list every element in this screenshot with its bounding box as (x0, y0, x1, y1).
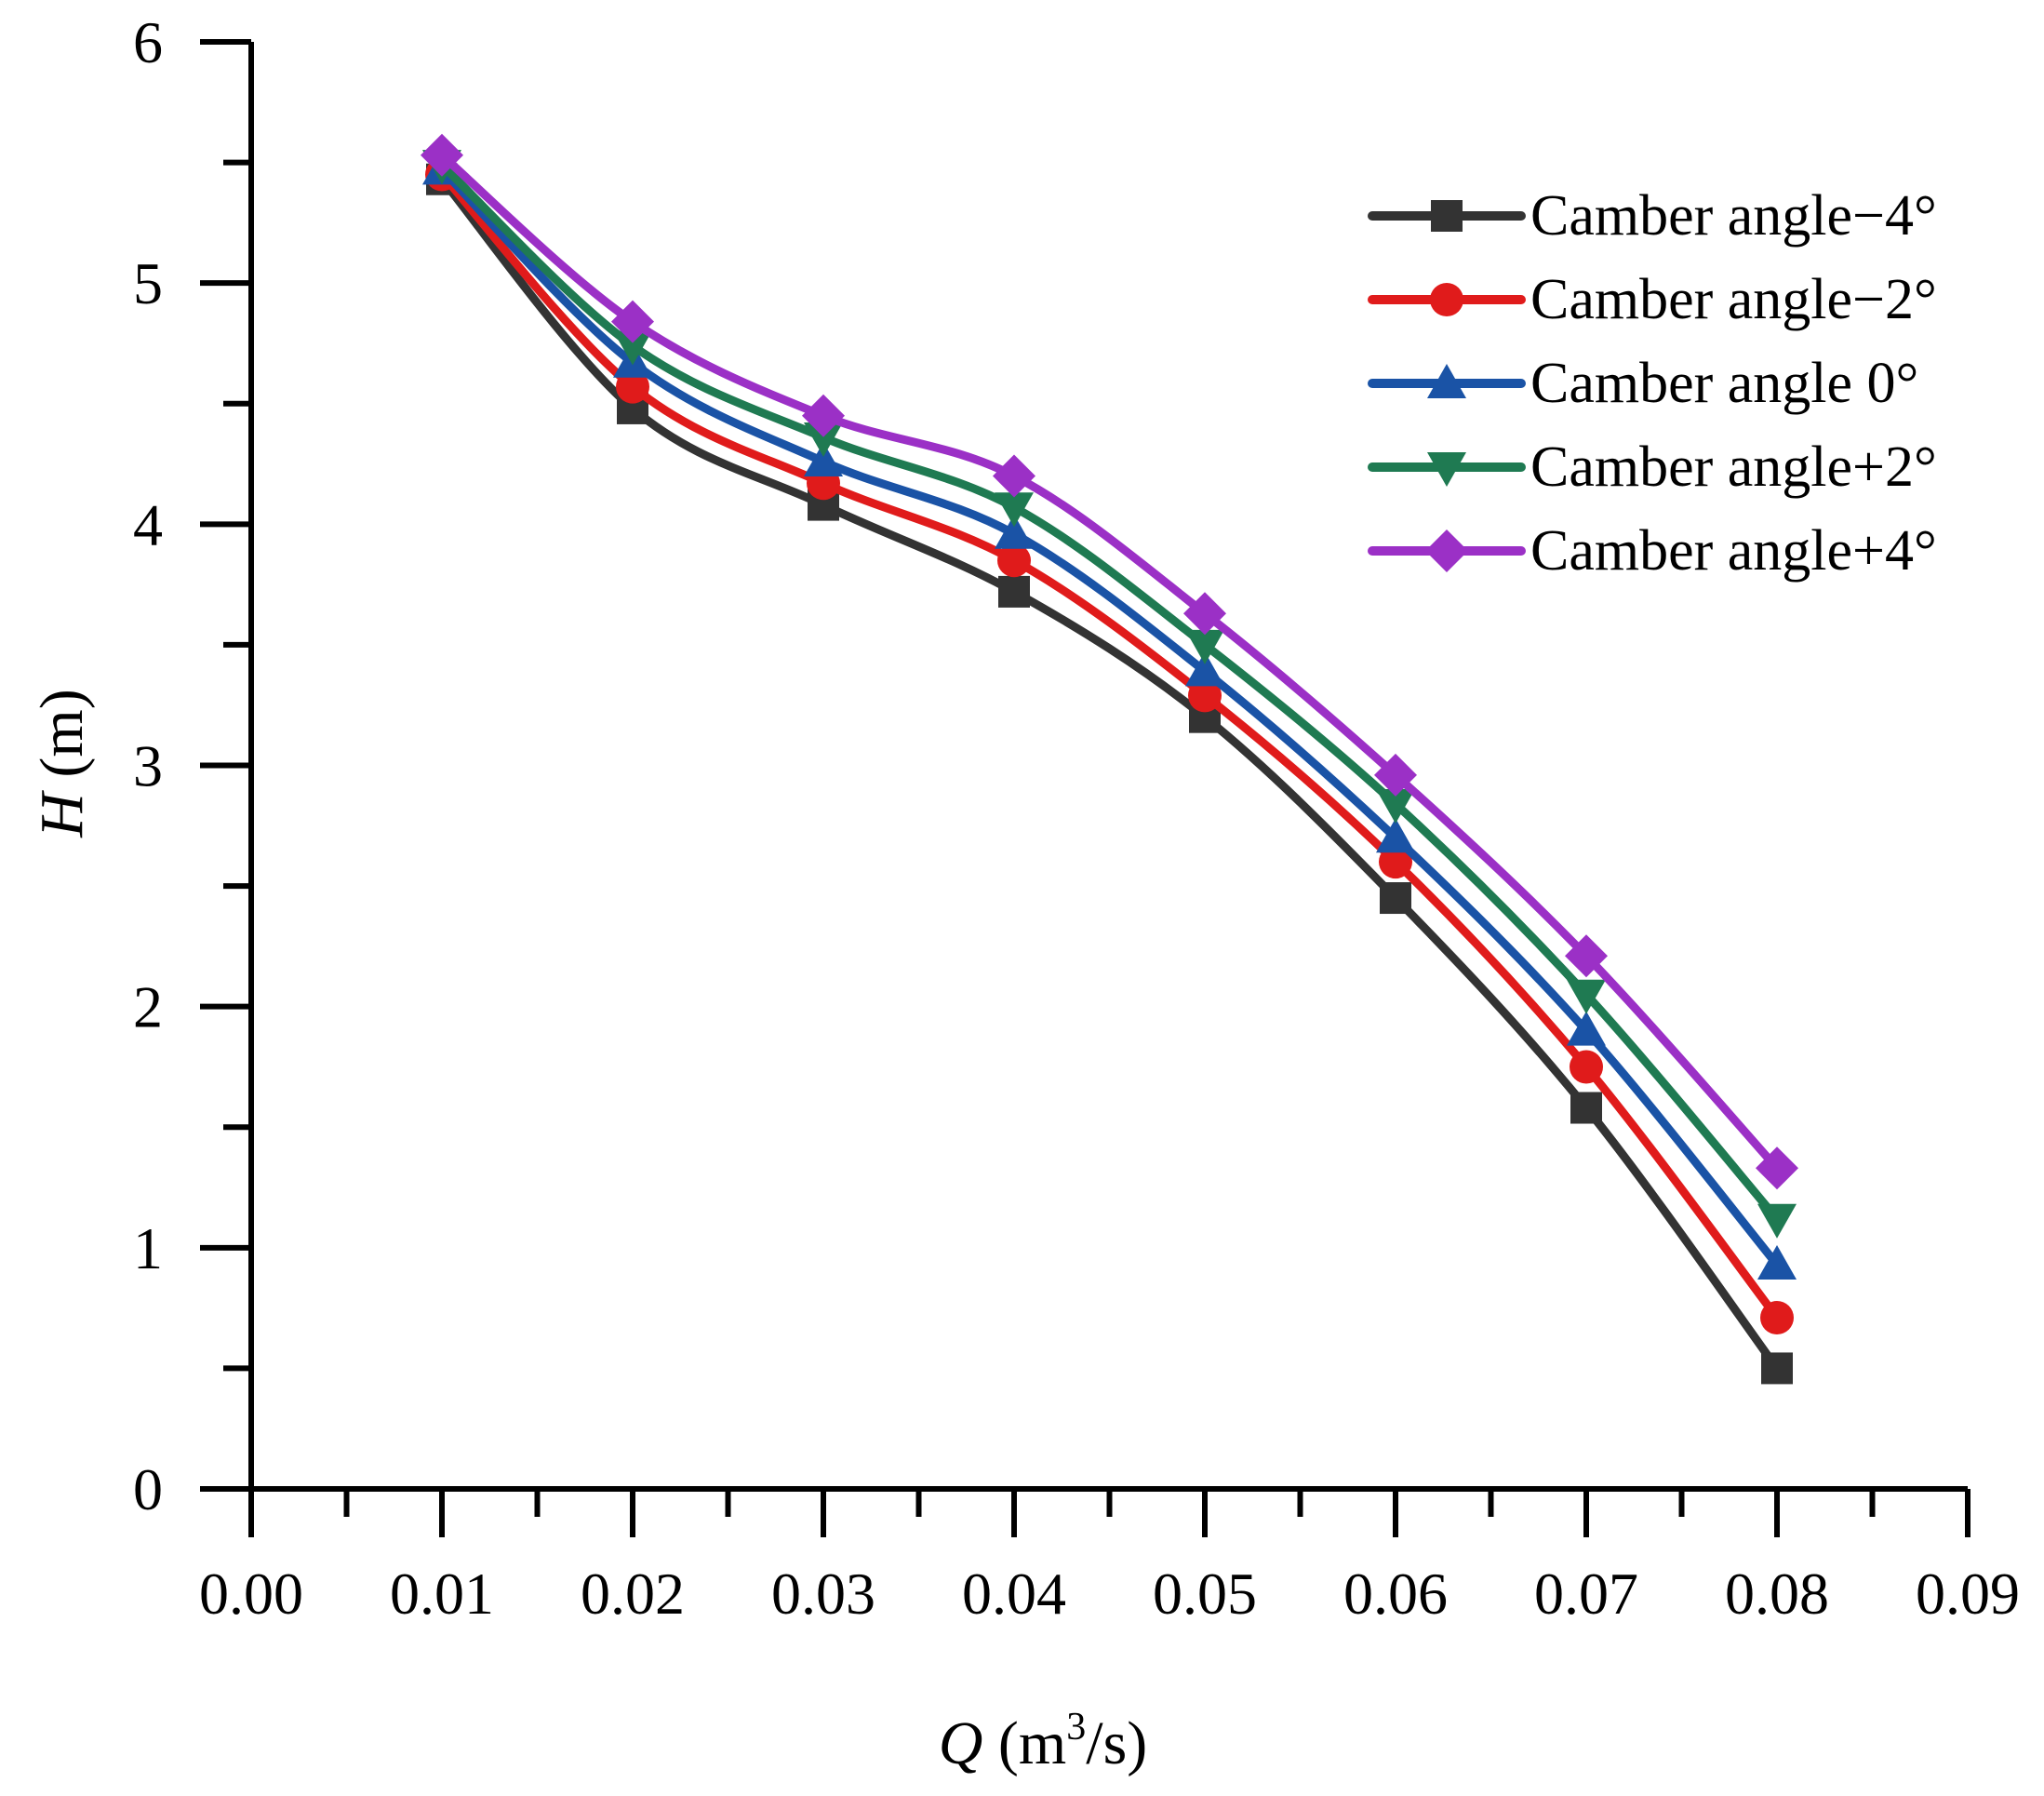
data-point (616, 369, 649, 404)
data-point (1760, 1300, 1794, 1334)
data-point (1567, 1011, 1606, 1046)
x-tick-label: 0.06 (1343, 1561, 1448, 1627)
data-point (1570, 1092, 1602, 1124)
legend-swatch-marker (1427, 452, 1466, 487)
legend-item: Camber angle+4° (1368, 519, 1937, 583)
legend-item: Camber angle 0° (1368, 352, 1918, 415)
data-point (804, 422, 843, 458)
x-tick-label: 0.05 (1153, 1561, 1257, 1627)
x-tick-label: 0.04 (962, 1561, 1066, 1627)
legend-label: Camber angle−4° (1530, 184, 1937, 248)
x-tick-label: 0.07 (1534, 1561, 1638, 1627)
x-tick-label: 0.02 (581, 1561, 685, 1627)
data-point (1757, 1244, 1797, 1280)
legend-swatch-marker (1431, 200, 1463, 232)
data-point (613, 330, 652, 366)
data-point (1380, 882, 1411, 915)
y-axis-title: H (m) (28, 689, 96, 838)
legend-item: Camber angle−2° (1368, 268, 1937, 331)
legend-label: Camber angle 0° (1530, 352, 1918, 415)
data-point (995, 492, 1034, 528)
legend-item: Camber angle+2° (1368, 436, 1937, 499)
data-point (993, 454, 1035, 498)
y-tick-label: 1 (133, 1215, 163, 1281)
x-tick-label: 0.03 (771, 1561, 875, 1627)
x-axis-title: Q (m3/s) (939, 1706, 1148, 1777)
data-point (1761, 1352, 1793, 1385)
data-point (1183, 592, 1226, 636)
y-tick-label: 2 (133, 974, 163, 1040)
data-point (995, 514, 1034, 549)
y-tick-label: 4 (133, 491, 163, 557)
legend-swatch-marker (1427, 364, 1466, 398)
data-point (1376, 788, 1415, 824)
data-point (997, 543, 1031, 578)
plot-area (421, 133, 1798, 1385)
y-tick-label: 3 (133, 733, 163, 799)
data-point (1570, 1050, 1603, 1084)
legend-item: Camber angle−4° (1368, 184, 1937, 248)
data-point (1185, 629, 1224, 664)
data-point (1188, 678, 1222, 713)
y-tick-label: 5 (133, 250, 163, 316)
series-5 (421, 133, 1798, 1190)
data-point (804, 441, 843, 476)
legend-label: Camber angle−2° (1530, 268, 1937, 331)
legend-label: Camber angle+2° (1530, 436, 1937, 499)
data-point (421, 133, 463, 177)
legend-label: Camber angle+4° (1530, 519, 1937, 583)
x-tick-label: 0.00 (199, 1561, 303, 1627)
data-point (1379, 845, 1412, 879)
data-point (1185, 651, 1224, 687)
x-tick-label: 0.08 (1725, 1561, 1829, 1627)
legend-swatch-marker (1430, 283, 1463, 316)
data-point (1567, 979, 1606, 1014)
axes: 0.00 0.01 0.02 0.03 0.04 0.05 0.06 0.07 0.08 0.09… (133, 9, 2020, 1627)
y-tick-label: 6 (133, 9, 163, 75)
data-point (1757, 1203, 1797, 1239)
y-tick-label: 0 (133, 1456, 163, 1522)
x-tick-label: 0.09 (1916, 1561, 2020, 1627)
x-tick-label: 0.01 (390, 1561, 494, 1627)
legend-swatch-marker (1425, 529, 1468, 572)
legend: Camber angle−4° Camber angle−2° Camber ang… (1368, 184, 1937, 583)
data-point (611, 300, 654, 343)
data-point (1374, 753, 1417, 797)
data-point (998, 575, 1030, 608)
data-point (1565, 934, 1608, 978)
data-point (802, 394, 845, 437)
data-point (1376, 818, 1415, 853)
data-point (1756, 1146, 1798, 1190)
